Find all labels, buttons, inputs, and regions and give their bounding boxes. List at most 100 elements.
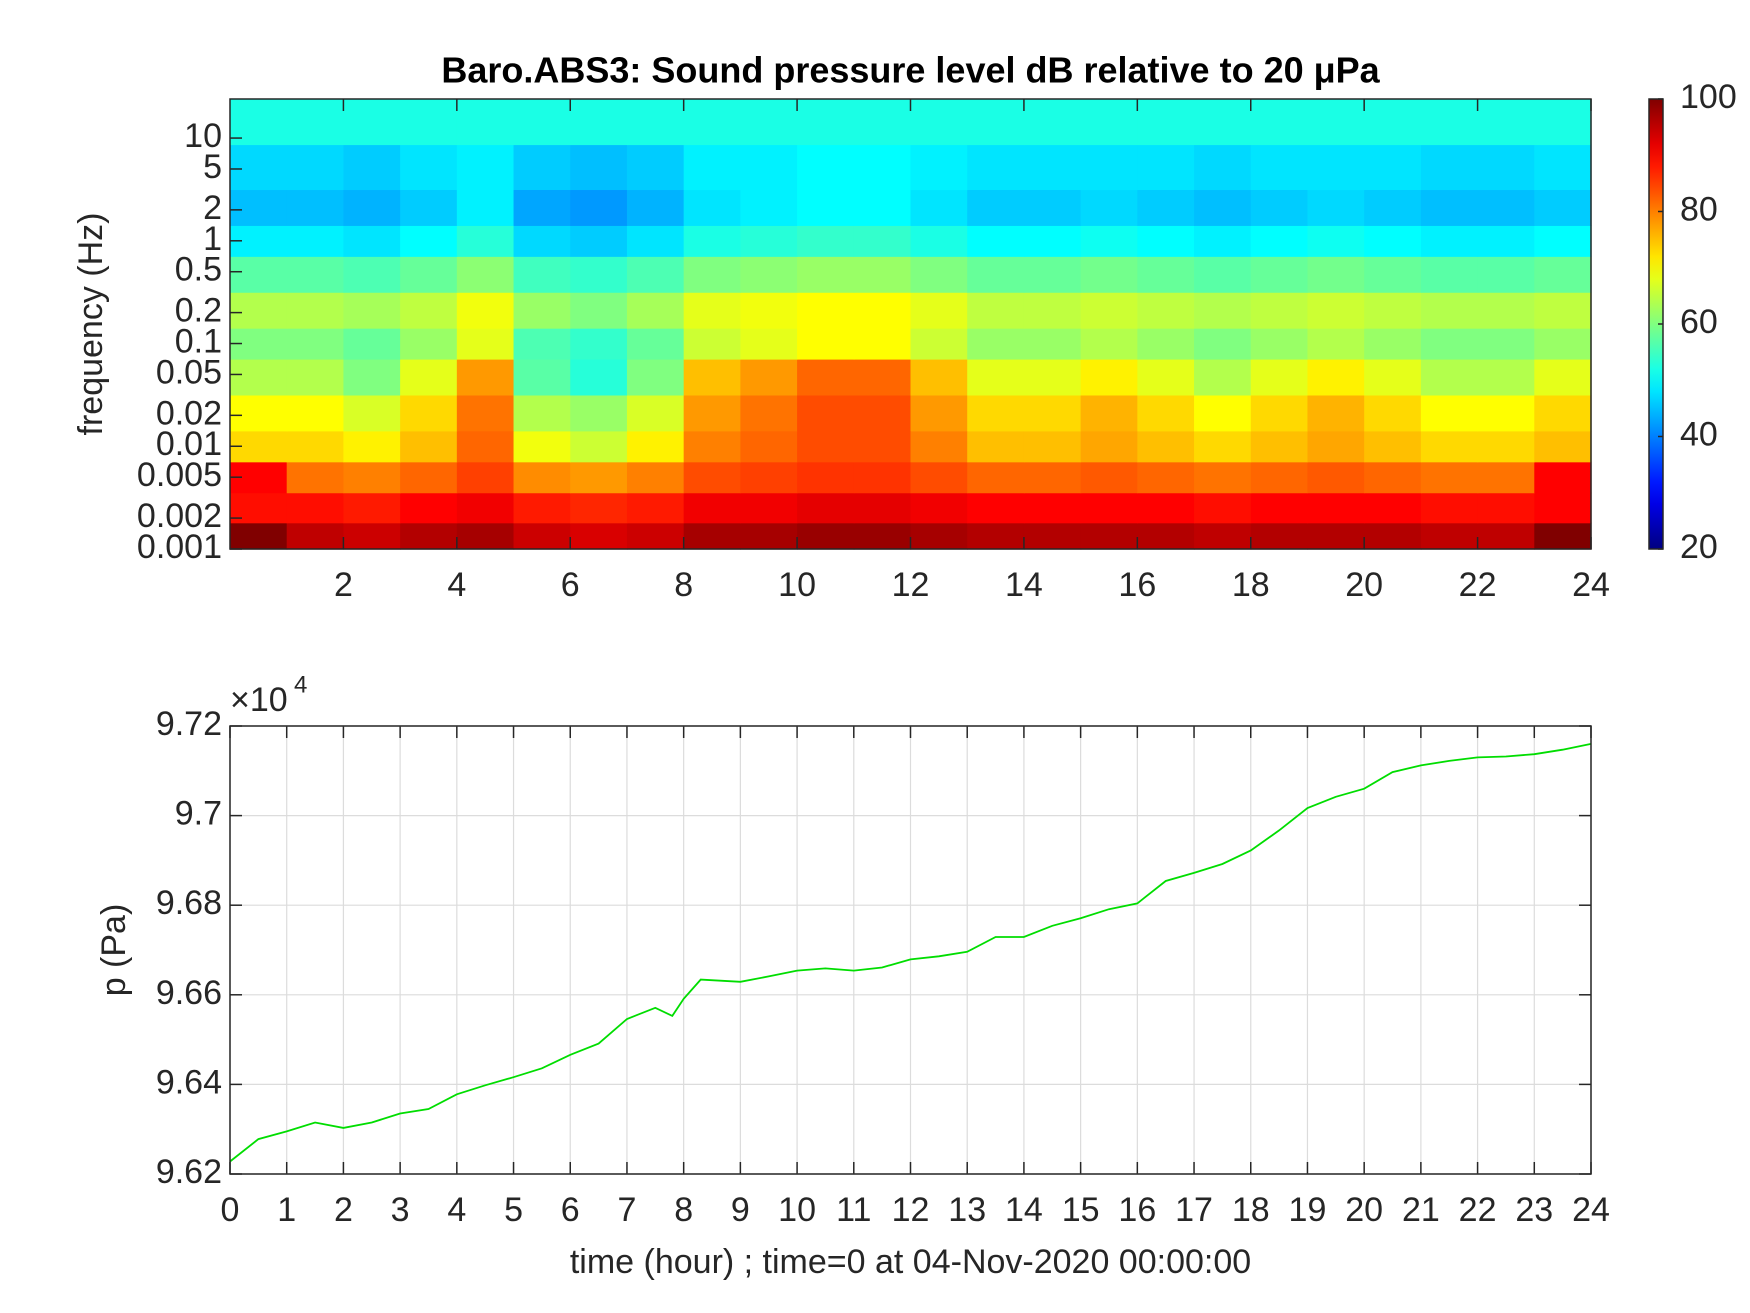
heatmap-cell: [456, 292, 515, 329]
heatmap-cell: [1364, 522, 1422, 550]
x-tick-label: 2: [334, 1191, 353, 1229]
x-tick-label: 17: [1175, 1191, 1213, 1229]
heatmap-cell: [400, 358, 458, 396]
heatmap-cell: [513, 522, 571, 550]
heatmap-cell: [343, 292, 401, 329]
colorbar-tick-label: 80: [1680, 190, 1718, 228]
heatmap-cell: [1534, 189, 1592, 226]
heatmap-cell: [1534, 99, 1592, 146]
heatmap-cell: [1023, 144, 1082, 191]
heatmap-cell: [400, 99, 458, 146]
heatmap-cell: [1364, 144, 1422, 191]
heatmap-cell: [456, 461, 515, 494]
heatmap-cell: [456, 225, 515, 257]
heatmap-cell: [1420, 461, 1479, 494]
x-tick-label: 13: [948, 1191, 986, 1229]
heatmap-cell: [1534, 430, 1592, 463]
heatmap-cell: [1080, 189, 1138, 226]
x-tick-label: 12: [892, 1191, 930, 1229]
heatmap-cell: [343, 358, 401, 396]
heatmap-cell: [230, 256, 288, 293]
heatmap-cell: [343, 225, 401, 257]
heatmap-cell: [853, 394, 912, 432]
heatmap-cell: [1023, 225, 1082, 257]
heatmap-cell: [1137, 292, 1195, 329]
heatmap-cell: [1534, 328, 1592, 360]
heatmap-cell: [570, 189, 628, 226]
heatmap-cell: [1534, 256, 1592, 293]
x-tick-label: 7: [617, 1191, 636, 1229]
heatmap-cell: [626, 225, 685, 257]
heatmap-cell: [1534, 492, 1592, 524]
heatmap-cell: [1137, 522, 1195, 550]
y-tick-label: 0.02: [156, 394, 222, 432]
y-tick-label: 0.002: [137, 497, 222, 535]
x-tick-label: 4: [447, 566, 466, 604]
heatmap-cell: [910, 225, 968, 257]
colorbar-tick-label: 40: [1680, 415, 1718, 453]
x-tick-label: 5: [504, 1191, 523, 1229]
heatmap-cell: [683, 144, 741, 191]
heatmap-cell: [456, 492, 515, 524]
axis-multiplier: ×10: [230, 681, 288, 719]
heatmap-cell: [740, 189, 798, 226]
x-tick-label: 1: [277, 1191, 296, 1229]
x-tick-label: 22: [1459, 1191, 1497, 1229]
y-tick-label: 9.7: [175, 795, 222, 833]
y-tick-label: 0.5: [175, 251, 222, 289]
heatmap-cell: [853, 189, 912, 226]
heatmap-cell: [1307, 328, 1365, 360]
heatmap-cell: [1420, 522, 1479, 550]
heatmap-cell: [626, 358, 685, 396]
heatmap-cell: [1534, 461, 1592, 494]
data-line: [229, 743, 1592, 1163]
heatmap-cell: [513, 358, 571, 396]
heatmap-cell: [1477, 256, 1535, 293]
heatmap-cell: [626, 144, 685, 191]
heatmap-cell: [1194, 522, 1252, 550]
heatmap-cell: [967, 256, 1025, 293]
heatmap-cell: [1137, 358, 1195, 396]
heatmap-cell: [456, 144, 515, 191]
heatmap-cell: [1250, 430, 1309, 463]
heatmap-cell: [1250, 256, 1309, 293]
heatmap-cell: [740, 430, 798, 463]
heatmap-cell: [1080, 256, 1138, 293]
x-tick-label: 14: [1005, 1191, 1043, 1229]
x-tick-label: 2: [334, 566, 353, 604]
heatmap-cell: [1137, 225, 1195, 257]
heatmap-cell: [1307, 358, 1365, 396]
heatmap-cell: [1477, 394, 1535, 432]
heatmap-cell: [910, 144, 968, 191]
heatmap-cell: [1364, 461, 1422, 494]
y-tick-label: 2: [203, 189, 222, 227]
heatmap-cell: [343, 189, 401, 226]
heatmap-cell: [910, 189, 968, 226]
y-tick-label: 9.72: [156, 705, 222, 743]
heatmap-cell: [683, 492, 741, 524]
x-tick-label: 3: [391, 1191, 410, 1229]
heatmap-cell: [513, 225, 571, 257]
heatmap-cell: [967, 225, 1025, 257]
x-tick-label: 20: [1345, 566, 1383, 604]
heatmap-cell: [1364, 492, 1422, 524]
heatmap-cell: [683, 358, 741, 396]
heatmap-cell: [343, 430, 401, 463]
x-tick-label: 6: [561, 566, 580, 604]
heatmap-cell: [967, 189, 1025, 226]
heatmap-cell: [1194, 99, 1252, 146]
heatmap-cell: [797, 189, 855, 226]
heatmap-cell: [797, 99, 855, 146]
x-tick-label: 4: [447, 1191, 466, 1229]
heatmap-cell: [626, 328, 685, 360]
heatmap-cell: [1420, 225, 1479, 257]
heatmap-cell: [400, 144, 458, 191]
heatmap-cell: [853, 328, 912, 360]
x-tick-label: 8: [674, 566, 693, 604]
heatmap-cell: [1420, 189, 1479, 226]
heatmap-cell: [1023, 522, 1082, 550]
heatmap-cell: [1477, 358, 1535, 396]
heatmap-cell: [1023, 328, 1082, 360]
x-tick-label: 12: [892, 566, 930, 604]
heatmap-cell: [1137, 430, 1195, 463]
